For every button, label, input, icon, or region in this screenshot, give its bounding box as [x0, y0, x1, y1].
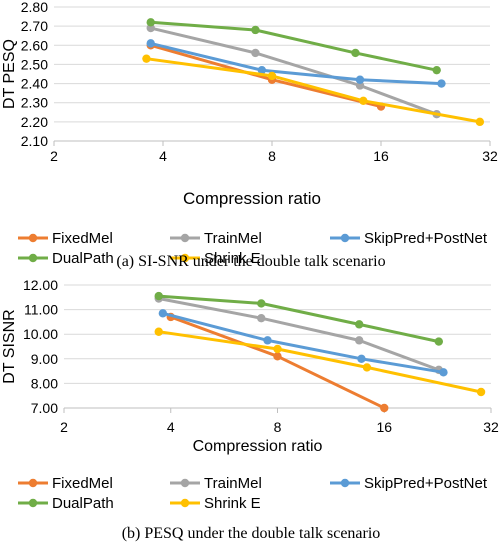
- series-line-skippred-postnet: [161, 311, 445, 374]
- x-tick-label: 16: [373, 148, 389, 164]
- x-axis-label: Compression ratio: [193, 438, 323, 455]
- legend-label-shrink-e: Shrink E: [204, 495, 261, 512]
- data-point-skippred-postnet: [146, 39, 155, 48]
- data-point-dualpath: [432, 65, 441, 75]
- legend-marker-fixedmel: [28, 233, 38, 243]
- series-line-skippred-postnet: [149, 41, 443, 86]
- x-tick-label: 8: [274, 419, 282, 435]
- chart-a: 2.10 2.20 2.30 2.40 2.50 2.60 2.70 2.80 2 4 8 16 32 C…: [1, 0, 498, 270]
- legend-marker-dualpath: [28, 253, 38, 263]
- data-point-skippred-postnet: [257, 65, 267, 75]
- legend-label-dualpath: DualPath: [52, 250, 114, 267]
- y-tick-label: 9.00: [31, 351, 58, 367]
- chart-b: 7.00 8.00 9.00 10.00 11.00 12.00 2 4 8 16 32 Compre…: [1, 277, 499, 542]
- y-tick-label: 2.50: [21, 56, 48, 72]
- data-point-shrink-e: [475, 117, 485, 127]
- series-line-trainmel: [157, 297, 441, 372]
- y-tick-label: 10.00: [23, 326, 58, 342]
- y-tick-label: 2.80: [21, 0, 48, 15]
- x-tick-label: 2: [60, 419, 68, 435]
- data-point-trainmel: [251, 48, 260, 58]
- data-point-skippred-postnet: [439, 368, 448, 377]
- legend-label-trainmel: TrainMel: [204, 230, 262, 247]
- legend-marker-trainmel: [180, 478, 190, 488]
- data-point-trainmel: [146, 23, 155, 33]
- legend-label-skippred-postnet: SkipPred+PostNet: [364, 230, 488, 247]
- data-point-shrink-e: [476, 387, 486, 397]
- data-point-skippred-postnet: [158, 309, 168, 318]
- x-tick-label: 32: [483, 419, 499, 435]
- legend-marker-fixedmel: [28, 478, 38, 488]
- legend-label-skippred-postnet: SkipPred+PostNet: [364, 475, 488, 492]
- legend-marker-dualpath: [28, 498, 38, 508]
- data-point-shrink-e: [362, 363, 372, 372]
- y-tick-label: 2.60: [21, 37, 48, 53]
- y-tick-label: 12.00: [23, 277, 58, 293]
- data-point-shrink-e: [359, 96, 368, 106]
- data-point-dualpath: [351, 48, 360, 58]
- legend-label-fixedmel: FixedMel: [52, 230, 113, 247]
- series-line-shrink-e: [144, 57, 482, 124]
- legend-marker-skippred-postnet: [340, 478, 350, 488]
- series-line-trainmel: [149, 26, 439, 116]
- data-point-fixedmel: [273, 352, 282, 361]
- data-point-skippred-postnet: [263, 336, 272, 345]
- y-tick-label: 2.70: [21, 18, 48, 34]
- y-tick-label: 11.00: [24, 302, 58, 318]
- data-point-dualpath: [146, 18, 155, 27]
- data-point-fixedmel: [380, 403, 389, 413]
- y-axis-label: DT PESQ: [1, 39, 18, 109]
- data-point-trainmel: [355, 336, 364, 345]
- legend-marker-shrink-e: [180, 253, 190, 263]
- data-point-dualpath: [154, 291, 163, 301]
- data-point-trainmel: [355, 81, 365, 90]
- x-tick-label: 4: [167, 419, 175, 435]
- data-point-skippred-postnet: [437, 79, 446, 88]
- data-point-dualpath: [257, 299, 266, 308]
- x-tick-label: 4: [159, 148, 167, 164]
- legend-label-fixedmel: FixedMel: [52, 475, 113, 492]
- figure-caption: (b) PESQ under the double talk scenario: [122, 525, 381, 542]
- x-axis-label: Compression ratio: [183, 189, 321, 208]
- legend-marker-shrink-e: [180, 498, 190, 508]
- legend-label-trainmel: TrainMel: [204, 475, 262, 492]
- data-point-skippred-postnet: [355, 75, 365, 84]
- y-tick-label: 2.20: [21, 114, 48, 130]
- x-tick-label: 32: [482, 148, 498, 164]
- legend-marker-trainmel: [180, 233, 190, 243]
- data-point-skippred-postnet: [357, 354, 366, 363]
- x-tick-label: 16: [376, 419, 392, 435]
- data-point-shrink-e: [142, 54, 151, 63]
- y-tick-label: 8.00: [31, 375, 58, 391]
- series-line-dualpath: [149, 20, 439, 72]
- data-point-dualpath: [434, 337, 443, 346]
- y-tick-label: 2.10: [21, 133, 48, 149]
- y-tick-label: 2.30: [21, 95, 48, 111]
- legend-label-dualpath: DualPath: [52, 495, 114, 512]
- x-tick-label: 2: [50, 148, 58, 164]
- data-point-shrink-e: [273, 344, 282, 354]
- series-line-shrink-e: [157, 330, 483, 394]
- x-tick-label: 8: [268, 148, 276, 164]
- data-point-shrink-e: [154, 327, 163, 336]
- y-axis-label: DT SISNR: [1, 309, 18, 383]
- series-line-dualpath: [157, 294, 441, 344]
- data-point-trainmel: [257, 314, 266, 323]
- data-point-dualpath: [355, 320, 364, 329]
- data-point-dualpath: [251, 25, 260, 35]
- figure-caption: (a) SI-SNR under the double talk scenari…: [116, 253, 385, 270]
- data-point-shrink-e: [267, 71, 277, 81]
- y-tick-label: 7.00: [31, 400, 58, 416]
- legend-label-shrink-e: Shrink E: [204, 250, 261, 267]
- y-tick-label: 2.40: [21, 76, 48, 92]
- series-line-fixedmel: [169, 315, 386, 410]
- legend-marker-skippred-postnet: [340, 233, 350, 243]
